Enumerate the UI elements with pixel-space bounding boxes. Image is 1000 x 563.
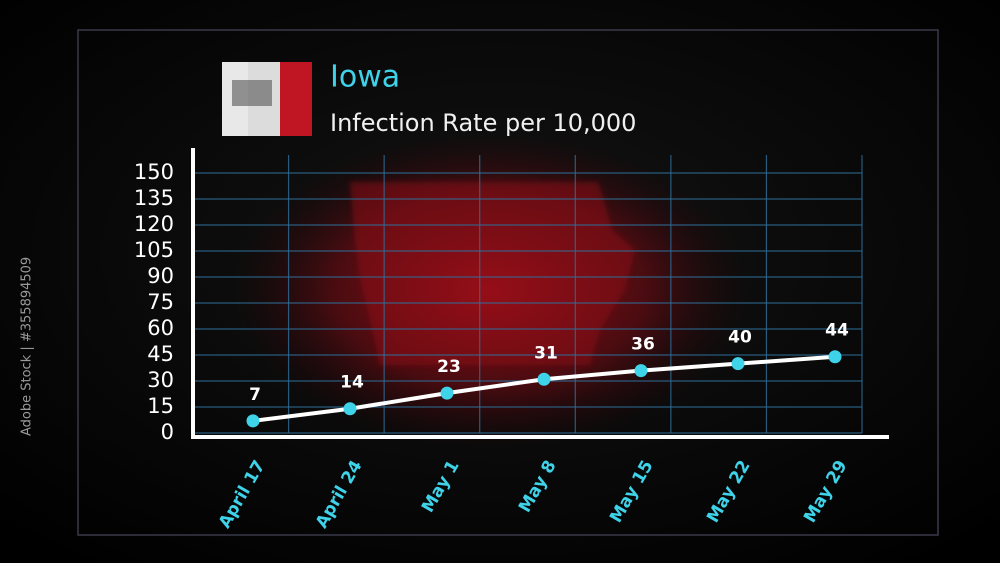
point xyxy=(440,386,454,400)
state-shape xyxy=(350,182,635,365)
y-tick-label: 120 xyxy=(134,212,174,236)
point xyxy=(537,372,551,386)
y-tick-label: 0 xyxy=(161,420,174,444)
data-label: 36 xyxy=(631,335,655,355)
chart-subtitle: Infection Rate per 10,000 xyxy=(330,109,636,137)
y-tick-label: 15 xyxy=(147,394,174,418)
data-label: 31 xyxy=(534,343,558,363)
y-tick-label: 150 xyxy=(134,160,174,184)
data-label: 14 xyxy=(340,373,364,393)
data-label: 23 xyxy=(437,357,461,377)
y-tick-label: 90 xyxy=(147,264,174,288)
data-label: 40 xyxy=(728,328,752,348)
chart-title: Iowa xyxy=(330,60,400,95)
y-tick-label: 75 xyxy=(147,290,174,314)
panel-frame xyxy=(77,29,939,536)
y-tick-label: 60 xyxy=(147,316,174,340)
flag xyxy=(222,62,312,136)
point xyxy=(731,357,745,371)
data-label: 7 xyxy=(249,385,261,405)
y-tick-label: 105 xyxy=(134,238,174,262)
point xyxy=(634,364,648,378)
y-tick-label: 135 xyxy=(134,186,174,210)
point xyxy=(828,350,842,364)
data-label: 44 xyxy=(825,321,849,341)
y-tick-label: 30 xyxy=(147,368,174,392)
watermark: Adobe Stock | #355894509 xyxy=(20,257,35,436)
point xyxy=(246,414,260,428)
y-tick-label: 45 xyxy=(147,342,174,366)
point xyxy=(343,402,357,416)
